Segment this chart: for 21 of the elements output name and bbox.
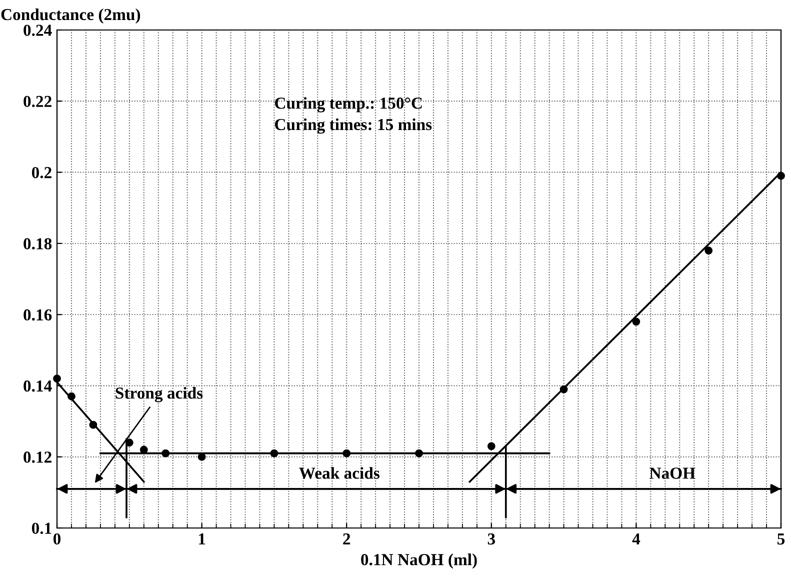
annotation: Curing times: 15 mins: [275, 118, 432, 134]
y-tick-label: 0.22: [24, 96, 52, 108]
annotation: Weak acids: [299, 467, 380, 479]
x-tick-label: 0: [53, 533, 61, 545]
y-tick-label: 0.12: [24, 452, 52, 463]
y-tick-label: 0.14: [24, 380, 52, 392]
annotation: NaOH: [650, 468, 696, 479]
y-axis-title: Conductance (2mu): [1, 8, 140, 24]
x-tick-label: 3: [488, 533, 495, 545]
x-tick-label: 1: [198, 533, 206, 544]
y-tick-label: 0.18: [24, 238, 52, 250]
x-tick-label: 5: [778, 534, 785, 545]
annotation: Strong acids: [116, 386, 203, 402]
y-tick-label: 0.2: [32, 166, 52, 178]
y-tick-label: 0.24: [24, 24, 52, 36]
x-tick-label: 4: [632, 533, 640, 544]
x-tick-label: 2: [343, 533, 350, 544]
y-tick-label: 0.1: [32, 522, 52, 534]
annotation: Curing temp.: 150°C: [275, 97, 422, 112]
y-tick-label: 0.16: [24, 309, 52, 321]
x-axis-title: 0.1N NaOH (ml): [361, 554, 477, 569]
